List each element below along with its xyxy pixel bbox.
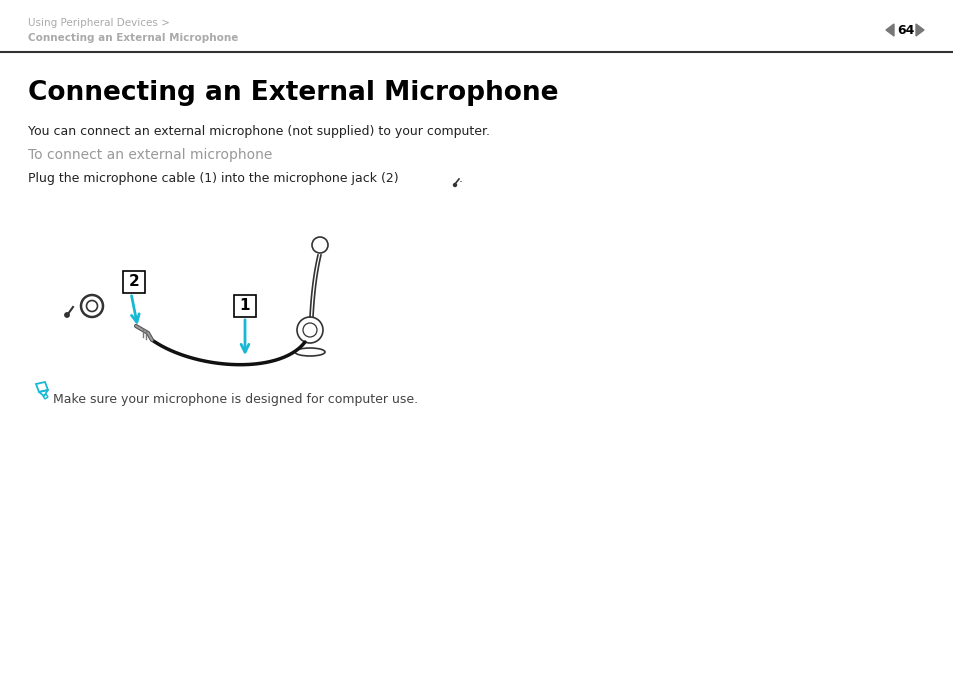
Text: 2: 2 (129, 274, 139, 290)
Text: Make sure your microphone is designed for computer use.: Make sure your microphone is designed fo… (53, 393, 417, 406)
Polygon shape (885, 24, 893, 36)
Text: 1: 1 (239, 299, 250, 313)
Text: You can connect an external microphone (not supplied) to your computer.: You can connect an external microphone (… (28, 125, 490, 138)
Text: To connect an external microphone: To connect an external microphone (28, 148, 273, 162)
Polygon shape (915, 24, 923, 36)
Text: Plug the microphone cable (1) into the microphone jack (2): Plug the microphone cable (1) into the m… (28, 172, 402, 185)
Text: Using Peripheral Devices >: Using Peripheral Devices > (28, 18, 170, 28)
Circle shape (453, 183, 456, 187)
Circle shape (65, 313, 70, 317)
Text: Connecting an External Microphone: Connecting an External Microphone (28, 80, 558, 106)
FancyBboxPatch shape (123, 271, 145, 293)
Text: Connecting an External Microphone: Connecting an External Microphone (28, 33, 238, 43)
FancyBboxPatch shape (233, 295, 255, 317)
Text: .: . (458, 172, 462, 185)
Text: 64: 64 (897, 24, 914, 36)
